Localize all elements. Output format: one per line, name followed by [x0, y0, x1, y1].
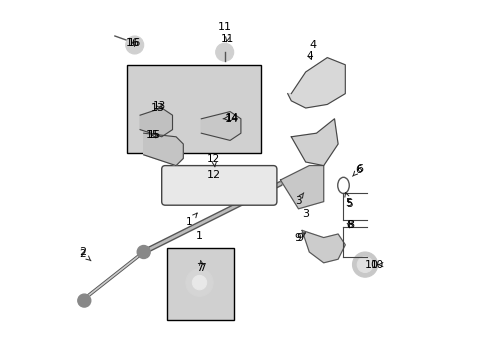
Text: 10: 10 [365, 260, 379, 270]
Text: 16: 16 [127, 38, 141, 48]
Circle shape [215, 43, 233, 61]
Text: 6: 6 [355, 164, 363, 174]
Circle shape [137, 246, 150, 258]
Text: 9: 9 [294, 233, 305, 243]
Text: 5: 5 [345, 198, 352, 208]
Text: 4: 4 [306, 51, 313, 61]
Text: 3: 3 [294, 193, 303, 206]
Text: 4: 4 [309, 40, 316, 50]
Text: 15: 15 [147, 130, 161, 140]
Text: 2: 2 [80, 249, 91, 261]
Text: 11: 11 [217, 22, 231, 32]
Bar [167, 248, 233, 320]
Text: 9: 9 [296, 233, 303, 243]
Text: 7: 7 [196, 263, 203, 273]
Polygon shape [291, 119, 337, 166]
Text: 3: 3 [302, 209, 308, 219]
Polygon shape [201, 112, 241, 140]
Text: 14: 14 [224, 114, 239, 124]
Text: 8: 8 [346, 220, 353, 230]
Circle shape [356, 257, 372, 273]
FancyBboxPatch shape [162, 166, 276, 205]
Polygon shape [280, 166, 323, 209]
Text: 11: 11 [220, 34, 233, 44]
Polygon shape [140, 108, 172, 137]
Text: 15: 15 [145, 130, 160, 140]
Circle shape [352, 252, 377, 277]
Text: 16: 16 [125, 38, 140, 48]
Text: 13: 13 [151, 103, 165, 113]
Text: 12: 12 [206, 170, 221, 180]
Polygon shape [287, 58, 345, 108]
Text: 1: 1 [196, 231, 203, 241]
Text: 7: 7 [198, 260, 205, 273]
Circle shape [125, 36, 143, 54]
Text: 13: 13 [153, 101, 166, 111]
Text: 14: 14 [223, 113, 239, 123]
Polygon shape [143, 133, 183, 166]
Text: 8: 8 [346, 220, 352, 230]
Bar [127, 65, 260, 153]
Text: 12: 12 [207, 154, 220, 167]
Text: 5: 5 [344, 193, 352, 210]
Text: 6: 6 [352, 165, 361, 176]
Circle shape [78, 294, 91, 307]
Text: 2: 2 [79, 247, 86, 257]
Circle shape [185, 269, 213, 296]
Text: 1: 1 [185, 213, 197, 228]
Polygon shape [302, 230, 345, 263]
Circle shape [192, 275, 206, 290]
Text: 10: 10 [370, 260, 384, 270]
